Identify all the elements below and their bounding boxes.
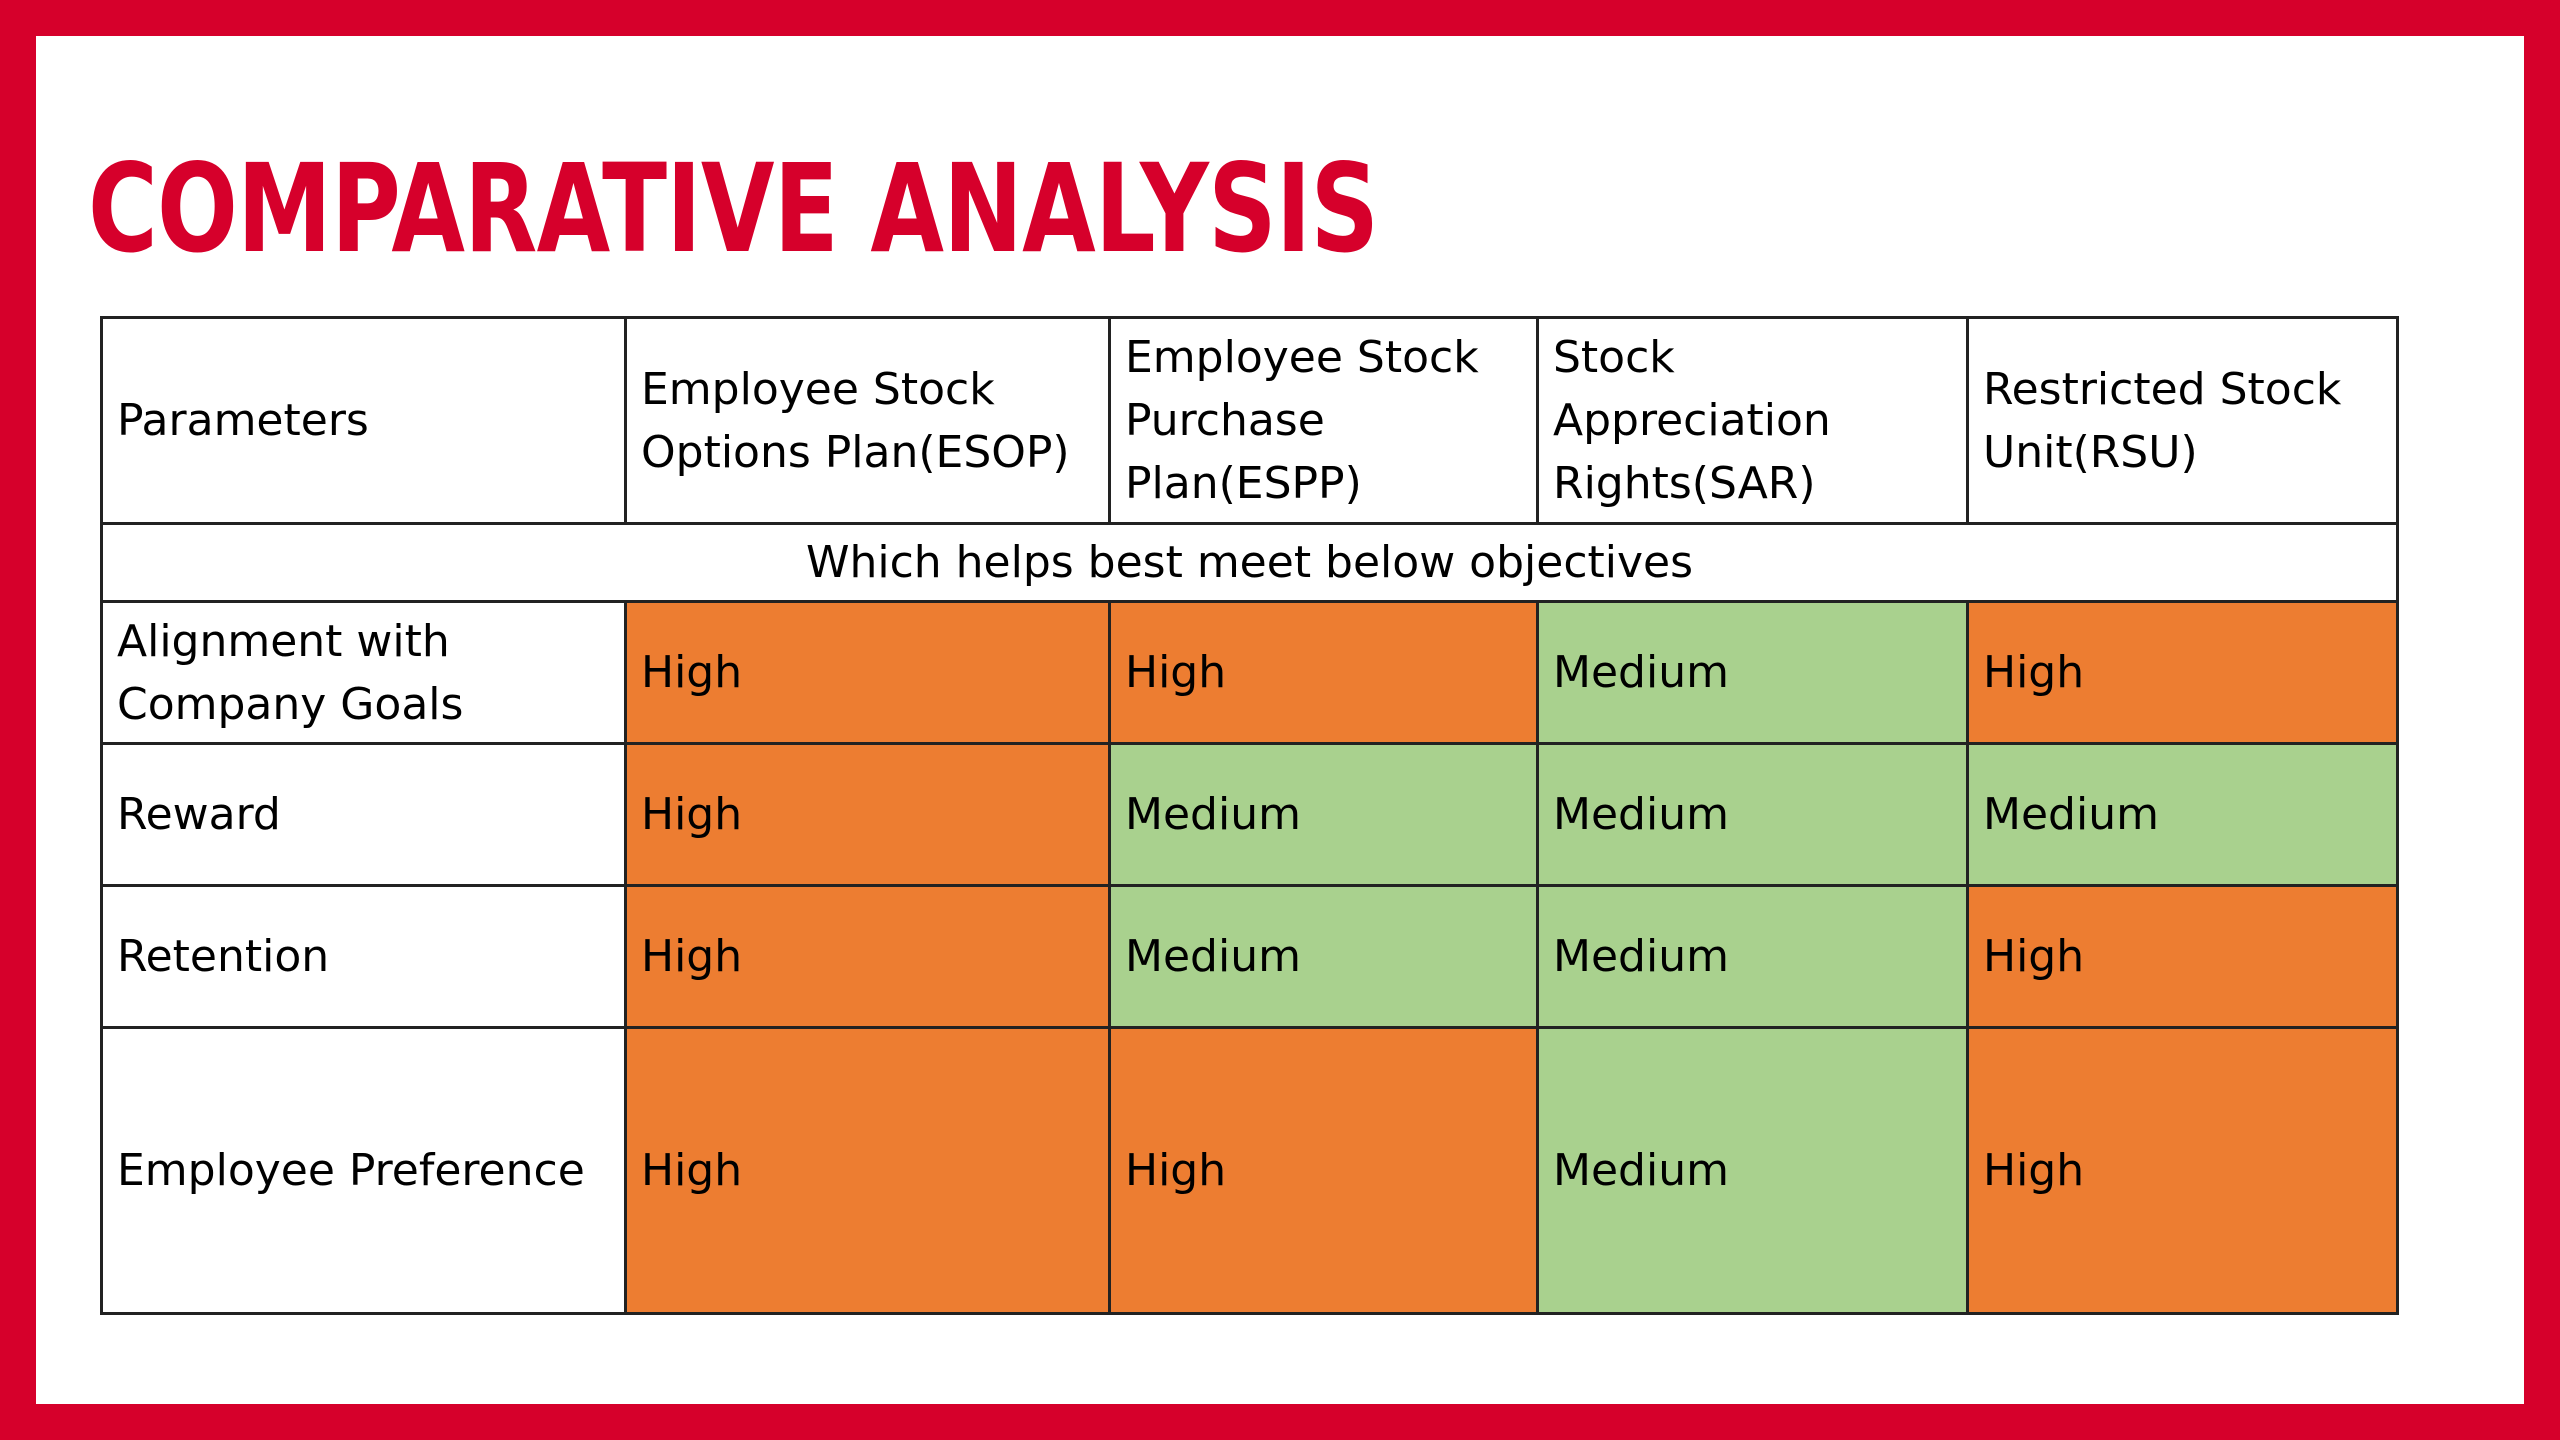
value-cell: Medium [1536,884,1969,1029]
header-rsu: Restricted Stock Unit(RSU) [1966,316,2399,525]
value-cell: High [624,884,1111,1029]
parameter-cell: Retention [100,884,627,1029]
table-row: Alignment with Company Goals High High M… [100,600,2399,745]
value-cell: High [1108,1026,1539,1315]
parameter-cell: Employee Preference [100,1026,627,1315]
table-row: Reward High Medium Medium Medium [100,742,2399,887]
comparison-table: Parameters Employee Stock Options Plan(E… [100,316,2399,1315]
value-cell: Medium [1966,742,2399,887]
table-row: Employee Preference High High Medium Hig… [100,1026,2399,1315]
value-cell: High [1108,600,1539,745]
header-espp: Employee Stock Purchase Plan(ESPP) [1108,316,1539,525]
table-row: Retention High Medium Medium High [100,884,2399,1029]
header-parameters: Parameters [100,316,627,525]
parameter-cell: Alignment with Company Goals [100,600,627,745]
subheader-row: Which helps best meet below objectives [100,522,2399,603]
value-cell: Medium [1536,742,1969,887]
slide-title: COMPARATIVE ANALYSIS [88,138,1379,280]
header-esop: Employee Stock Options Plan(ESOP) [624,316,1111,525]
value-cell: High [1966,600,2399,745]
header-row: Parameters Employee Stock Options Plan(E… [100,316,2399,525]
parameter-cell: Reward [100,742,627,887]
value-cell: High [1966,1026,2399,1315]
value-cell: Medium [1108,884,1539,1029]
header-sar: Stock Appreciation Rights(SAR) [1536,316,1969,525]
value-cell: Medium [1536,1026,1969,1315]
value-cell: Medium [1108,742,1539,887]
slide: COMPARATIVE ANALYSIS Parameters Employee… [36,36,2524,1404]
value-cell: High [1966,884,2399,1029]
value-cell: Medium [1536,600,1969,745]
value-cell: High [624,600,1111,745]
subheader: Which helps best meet below objectives [100,522,2399,603]
value-cell: High [624,1026,1111,1315]
value-cell: High [624,742,1111,887]
